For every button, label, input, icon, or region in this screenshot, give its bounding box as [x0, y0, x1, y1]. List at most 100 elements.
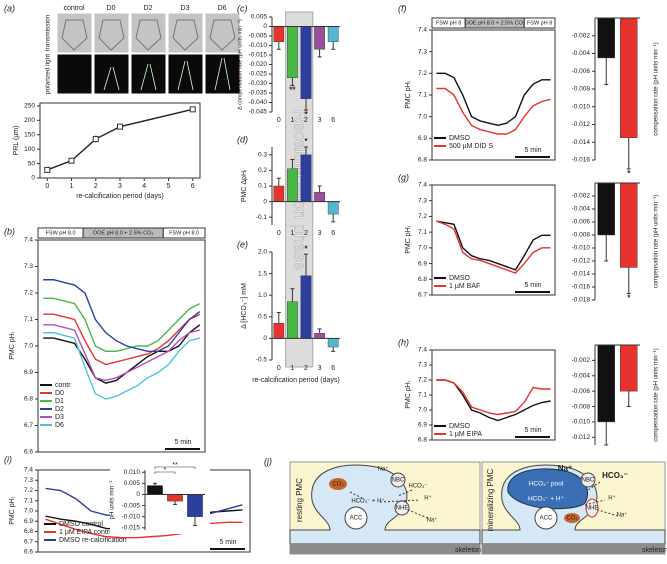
y-tick-label: 7.4 [418, 27, 427, 34]
column-label: D0 [107, 5, 116, 12]
legend-label: DMSO [449, 275, 471, 282]
y-tick-label: 7.1 [418, 392, 427, 399]
x-tick-label: 2 [304, 117, 308, 124]
x-tick-label: 0 [277, 230, 281, 237]
condition-label: FSW pH 8 [527, 20, 552, 26]
diagram-label: ACC [540, 516, 553, 522]
y-tick-label: 7.1 [418, 229, 427, 236]
panel-label: (a) [4, 3, 15, 13]
y-tick-label: -0.040 [249, 99, 268, 106]
y-tick-label: -0.012 [572, 258, 591, 265]
legend-label: D0 [55, 390, 64, 397]
bar [287, 26, 298, 78]
shape [140, 63, 157, 91]
bracket [154, 471, 176, 474]
series-line [43, 324, 201, 384]
shape [135, 19, 162, 51]
y-tick-label: -0.010 [572, 245, 591, 252]
diagram-label: CO₂ [566, 516, 578, 522]
y-tick-label: 7.4 [418, 182, 427, 189]
shape [209, 19, 236, 51]
x-tick-label: 0 [277, 117, 281, 124]
row-label: polarized light [45, 54, 52, 94]
row-label: transmission [45, 14, 52, 51]
legend-label: 1 µM EIPA [449, 431, 482, 438]
y-tick-label: -0.020 [249, 61, 268, 68]
shape [177, 60, 194, 91]
column-label: D3 [181, 5, 190, 12]
y-tick-label: -0.004 [572, 206, 591, 213]
label: skeleton [455, 547, 481, 554]
x-tick-label: 3 [318, 117, 322, 124]
bar [314, 192, 325, 202]
series-line [43, 313, 201, 366]
y-tick-label: 6.8 [24, 528, 33, 535]
diagram-label: HCO₃⁻ pool [529, 481, 564, 488]
image [56, 12, 93, 54]
bar [620, 182, 638, 268]
y-tick-label: 7.2 [418, 70, 427, 77]
column-label: D2 [144, 5, 153, 12]
image [56, 53, 93, 95]
y-tick-label: 7.3 [24, 477, 33, 484]
y-tick-label: -0.012 [572, 434, 591, 441]
y-axis-label: PMC pHᵢ [405, 81, 412, 109]
y-tick-label: -0.025 [249, 71, 268, 78]
panel-label: (b) [4, 226, 15, 236]
y-tick-label: -0.004 [572, 50, 591, 57]
y-tick-label: -0.008 [572, 232, 591, 239]
diagram-label: HCO₃⁻ [602, 471, 628, 480]
bar [287, 301, 298, 339]
y-tick-label: 7.0 [418, 113, 427, 120]
x-tick-label: 1 [70, 183, 74, 190]
bar [327, 26, 339, 42]
column-label: D6 [218, 5, 227, 12]
diagram-label: Na⁺ [617, 512, 628, 519]
x-tick-label: 3 [118, 183, 122, 190]
x-tick-label: 1 [290, 117, 294, 124]
x-tick-label: 4 [142, 183, 146, 190]
image [93, 53, 130, 95]
y-tick-label: -0.002 [572, 193, 591, 200]
panel-label: (e) [237, 239, 248, 249]
y-axis-label: PMC pHᵢ [405, 381, 412, 409]
image [167, 53, 204, 95]
plot-frame [39, 102, 201, 179]
x-tick-label: 6 [331, 230, 335, 237]
diagram [289, 461, 666, 555]
y-tick-label: -0.015 [122, 524, 141, 531]
y-tick-label: -0.005 [122, 502, 141, 509]
y-axis-label: Δ compensation rate (pH units min⁻¹) [237, 19, 243, 110]
y-tick-label: 6.9 [418, 422, 427, 429]
y-tick-label: -0.035 [249, 90, 268, 97]
diagram-label: H⁺ [424, 495, 432, 502]
bar [187, 494, 203, 517]
bar [314, 26, 325, 50]
shape [172, 19, 199, 51]
y-tick-label: 6.9 [418, 135, 427, 142]
x-axis-label: re-calcification period (days) [76, 193, 164, 200]
y-tick-label: 7.4 [24, 237, 33, 244]
annotation: * [627, 294, 631, 303]
y-tick-label: 7.2 [24, 487, 33, 494]
x-tick-label: 2 [304, 230, 308, 237]
y-tick-label: 7.2 [418, 377, 427, 384]
skeleton [482, 544, 665, 554]
series-line [436, 220, 551, 274]
y-tick-label: 200 [24, 117, 35, 124]
diagram-label: ACC [350, 516, 363, 522]
bar [327, 201, 339, 215]
bar [273, 185, 285, 202]
label: skeleton [642, 547, 667, 554]
y-tick-label: -0.008 [572, 403, 591, 410]
series-line [43, 297, 201, 352]
y-tick-label: -0.045 [249, 109, 268, 116]
y-tick-label: -0.005 [249, 33, 268, 40]
marker [92, 136, 99, 143]
diagram-label: NBC [582, 478, 595, 484]
series-line [43, 332, 200, 400]
scale-bar-label: 5 min [524, 427, 541, 434]
y-tick-label: 7.3 [24, 263, 33, 270]
